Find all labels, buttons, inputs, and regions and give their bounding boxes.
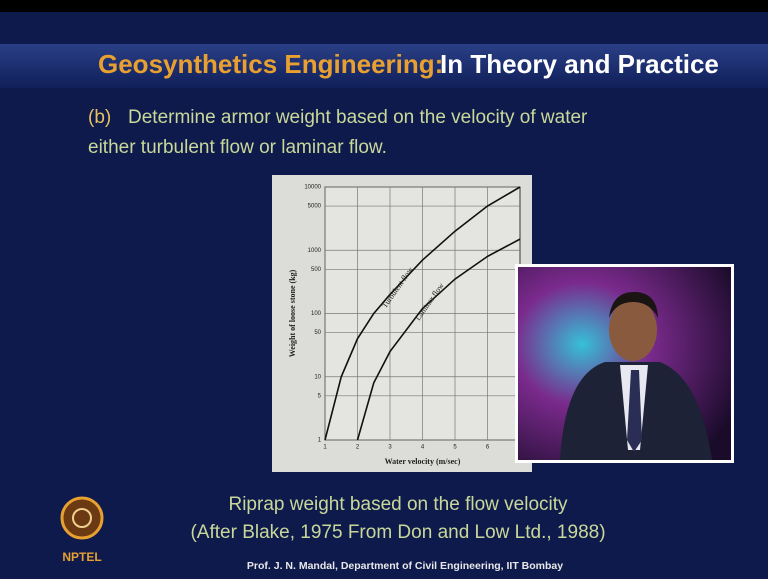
point-text: Determine armor weight based on the velo… bbox=[128, 107, 588, 128]
title-rest: In Theory and Practice bbox=[440, 49, 719, 79]
point-label: (b) bbox=[88, 107, 111, 128]
x-tick-label: 6 bbox=[486, 445, 490, 451]
y-tick-label: 1000 bbox=[308, 248, 322, 254]
footer-credit: Prof. J. N. Mandal, Department of Civil … bbox=[247, 560, 563, 572]
data-line bbox=[356, 238, 521, 441]
presenter-head bbox=[609, 299, 657, 361]
y-tick-label: 5000 bbox=[308, 204, 322, 210]
video-inset bbox=[515, 264, 734, 463]
y-tick-label: 1 bbox=[318, 438, 322, 444]
logo-text: NPTEL bbox=[62, 550, 101, 564]
presenter-hair bbox=[609, 292, 658, 318]
logo-emblem bbox=[60, 496, 104, 540]
x-tick-label: 2 bbox=[356, 445, 360, 451]
x-tick-label: 5 bbox=[453, 445, 457, 451]
title-main: Geosynthetics Engineering: bbox=[98, 49, 443, 79]
x-tick-label: 1 bbox=[323, 445, 327, 451]
caption: (After Blake, 1975 From Don and Low Ltd.… bbox=[190, 522, 605, 543]
title-bar bbox=[0, 44, 768, 88]
x-tick-label: 4 bbox=[421, 445, 425, 451]
y-axis-label: Weight of loose stone (kg) bbox=[288, 269, 297, 357]
data-line bbox=[324, 186, 521, 441]
x-tick-label: 3 bbox=[388, 445, 392, 451]
y-tick-label: 100 bbox=[311, 311, 322, 317]
caption: Riprap weight based on the flow velocity bbox=[228, 494, 568, 515]
y-tick-label: 50 bbox=[314, 330, 321, 336]
logo-emblem bbox=[72, 508, 92, 528]
y-tick-label: 5 bbox=[318, 393, 322, 399]
presenter-tie bbox=[627, 370, 642, 452]
y-tick-label: 500 bbox=[311, 267, 322, 273]
y-tick-label: 10000 bbox=[304, 185, 321, 191]
point-text: either turbulent flow or laminar flow. bbox=[88, 137, 387, 158]
x-axis-label: Water velocity (m/sec) bbox=[385, 457, 461, 466]
nptel-logo: NPTEL bbox=[60, 496, 104, 564]
y-tick-label: 10 bbox=[314, 374, 321, 380]
